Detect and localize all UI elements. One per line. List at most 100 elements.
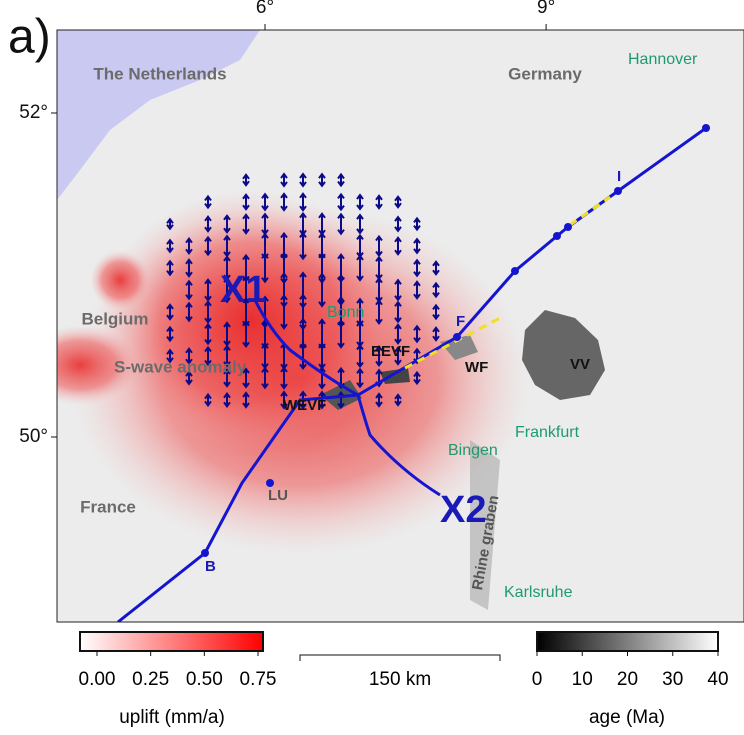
city-label: Bonn [327,304,364,321]
arrow-head [337,172,345,188]
volcanic-label: VV [570,356,590,373]
arrow-head [432,326,440,342]
map: The Netherlands Germany Belgium France H… [57,30,744,622]
uplift-area [57,325,140,405]
arrow-head [356,367,364,389]
country-label: Germany [508,64,582,83]
colorbar-tick-label: 30 [662,669,683,690]
arrow-head [375,299,383,325]
profile-x2 [356,394,441,497]
arrow-head [280,294,288,330]
scale-label: 150 km [369,669,431,690]
arrow-head [166,238,174,254]
arrow-head [166,348,174,364]
arrow-head [394,278,402,302]
arrow-head [394,323,402,345]
arrow-head [394,300,402,324]
volcanic-label: EEVF [371,343,410,360]
arrow-head [166,325,174,343]
arrow-head [204,215,212,233]
arrow-head [280,390,288,410]
arrow-head [356,343,364,369]
arrow-head [413,370,421,386]
arrow-head [223,344,231,368]
scale-bar [299,654,501,661]
arrow-head [299,172,307,188]
arrow-head [223,276,231,304]
panel-label: a) [8,11,51,64]
city-label: Bingen [448,442,498,459]
arrow-head [356,213,364,235]
arrow-head [166,217,174,231]
node [614,187,622,195]
country-label: The Netherlands [93,64,226,83]
arrow-head [185,301,193,323]
arrow-head [280,366,288,390]
arrow-head [185,279,193,301]
arrow-head [204,322,212,346]
arrow-head [223,392,231,408]
arrow-head [299,231,307,261]
arrow-head [394,215,402,233]
arrow-head [261,366,269,390]
colorbar-tick-label: 0.75 [240,669,277,690]
lon-tick-label: 6° [256,0,274,18]
colorbar-tick-label: 0.25 [132,669,169,690]
arrow-head [261,252,269,284]
node [453,333,461,341]
arrow-head [185,258,193,278]
arrow-head [204,235,212,257]
profile-x1 [253,299,359,397]
arrow-head [242,367,250,389]
node [201,549,209,557]
arrow-head [375,344,383,368]
arrow-head [299,390,307,410]
map-frame [56,29,744,623]
arrow-head [185,370,193,386]
arrow-head [299,341,307,371]
country-label: France [80,497,136,516]
volcanic-field [380,368,410,384]
arrow-head [432,260,440,276]
arrow-head [166,303,174,321]
feature-label: S-wave anomaly [114,357,247,376]
city-label: Hannover [628,51,698,68]
arrow-head [413,237,421,255]
lat-tick-label: 52° [19,102,48,123]
node [702,124,710,132]
colorbar-age [536,631,719,652]
point-label: LU [268,487,288,504]
arrow-head [299,192,307,212]
arrow-head [204,300,212,324]
arrow-head [413,280,421,300]
arrow-head [432,281,440,299]
arrow-head [318,272,326,308]
volcanic-label: WEVF [283,397,326,414]
city-label: Karlsruhe [504,584,573,601]
arrow-head [204,194,212,210]
arrow-head [261,192,269,212]
node [511,267,519,275]
arrow-head [413,324,421,344]
profile-label: X2 [440,489,486,531]
arrow-head [356,254,364,282]
segment [404,316,501,370]
profile-nodes [201,124,710,557]
arrow-head [166,259,174,277]
volcanic-label: WF [465,359,488,376]
arrow-head [375,194,383,210]
point-label: B [205,558,216,575]
arrow-head [337,192,345,212]
arrow-head [413,216,421,232]
colorbar-tick-label: 40 [707,669,728,690]
colorbar-uplift [79,631,264,652]
arrow-head [318,390,326,410]
arrow-head [375,392,383,408]
arrow-head [394,195,402,209]
point-label: F [456,313,465,330]
arrow-head [223,214,231,234]
arrow-head [394,236,402,256]
arrow-head [375,234,383,258]
colorbar-label: uplift (mm/a) [119,707,225,728]
